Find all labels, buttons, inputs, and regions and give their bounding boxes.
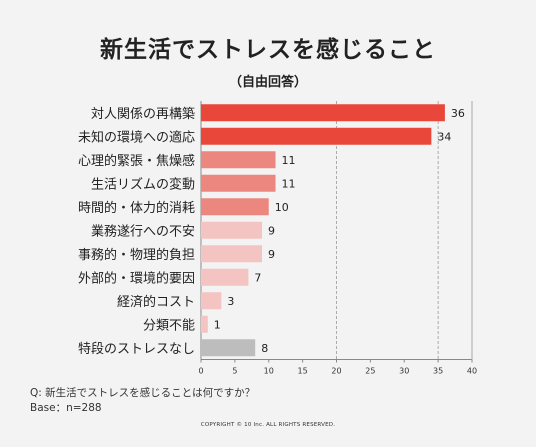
value-label: 9 <box>268 248 275 261</box>
value-label: 36 <box>451 107 465 120</box>
value-label: 3 <box>227 295 234 308</box>
value-label: 1 <box>214 318 221 331</box>
bar <box>201 339 256 357</box>
bar <box>201 174 276 192</box>
category-label: 心理的緊張・焦燥感 <box>78 153 195 169</box>
value-label: 11 <box>282 154 296 167</box>
x-tick-label: 15 <box>298 367 308 376</box>
x-tick-label: 0 <box>198 367 203 376</box>
copyright-text: COPYRIGHT © 10 Inc. ALL RIGHTS RESERVED. <box>200 422 336 428</box>
category-label: 業務遂行への不安 <box>91 223 195 239</box>
value-label: 8 <box>261 342 268 355</box>
category-label: 経済的コスト <box>117 294 195 310</box>
x-tick-label: 10 <box>264 367 274 376</box>
bar <box>201 245 262 263</box>
x-tick-label: 25 <box>365 367 375 376</box>
chart-title: 新生活でストレスを感じること <box>100 37 436 63</box>
value-label: 11 <box>282 177 296 190</box>
bar <box>201 104 445 122</box>
bar <box>201 198 269 216</box>
category-label: 未知の環境への適応 <box>78 129 195 145</box>
bar <box>201 151 276 169</box>
value-label: 9 <box>268 224 275 237</box>
x-tick-label: 30 <box>399 367 409 376</box>
category-label: 特段のストレスなし <box>78 342 195 357</box>
x-tick-label: 35 <box>433 367 443 376</box>
category-label: 事務的・物理的負担 <box>78 247 195 263</box>
category-label: 対人関係の再構築 <box>91 107 195 122</box>
value-label: 7 <box>254 271 261 284</box>
bar <box>201 127 432 145</box>
chart-subtitle: （自由回答） <box>228 75 307 90</box>
category-label: 生活リズムの変動 <box>91 176 195 192</box>
x-tick-label: 5 <box>232 367 237 376</box>
category-label: 外部的・環境的要因 <box>78 270 195 286</box>
category-label: 分類不能 <box>143 318 195 333</box>
value-label: 10 <box>275 201 289 214</box>
value-label: 34 <box>437 130 451 143</box>
bar <box>201 221 262 239</box>
x-tick-label: 20 <box>331 367 341 376</box>
question-note: Q: 新生活でストレスを感じることは何ですか？ <box>30 387 256 399</box>
base-note: Base：n=288 <box>30 402 102 414</box>
bar <box>201 292 222 310</box>
bar <box>201 268 249 286</box>
bar <box>201 315 208 333</box>
category-label: 時間的・体力的消耗 <box>78 200 195 216</box>
x-tick-label: 40 <box>467 367 477 376</box>
